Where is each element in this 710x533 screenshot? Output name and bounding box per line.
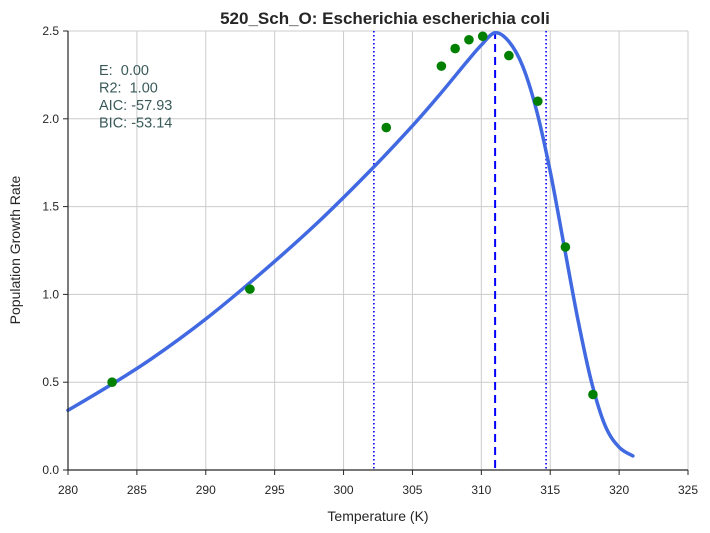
fit-curve: [66, 30, 635, 458]
y-tick-label: 0.5: [42, 375, 59, 389]
x-tick-label: 305: [402, 483, 422, 497]
data-point: [477, 31, 488, 42]
x-tick-label: 300: [334, 483, 354, 497]
y-tick-label: 0.0: [42, 463, 59, 477]
data-point: [464, 34, 474, 45]
y-tick-label: 2.0: [42, 112, 59, 126]
fit-stat-line: AIC: -57.93: [99, 98, 172, 114]
data-point: [533, 96, 543, 107]
x-axis-label: Temperature (K): [327, 508, 428, 524]
reference-lines: [373, 31, 547, 470]
axes: [63, 30, 689, 475]
chart-title: 520_Sch_O: Escherichia escherichia coli: [220, 9, 550, 28]
x-tick-label: 310: [471, 483, 491, 497]
data-point: [588, 389, 598, 400]
fit-curve-layer: [66, 30, 635, 458]
data-point: [450, 43, 460, 54]
data-point: [560, 242, 571, 252]
x-tick-label: 280: [58, 483, 78, 497]
y-tick-label: 2.5: [42, 24, 59, 38]
data-point: [381, 122, 392, 133]
y-axis-label: Population Growth Rate: [7, 175, 23, 324]
tick-labels: 280 285 290 295 300 305 310 315 320 325 0.0 0.5 1.0 1…: [42, 24, 698, 497]
grid: [68, 30, 689, 470]
data-point: [245, 284, 255, 294]
fit-stat-line: E: 0.00: [99, 63, 149, 79]
data-point: [436, 61, 447, 71]
y-tick-label: 1.5: [42, 200, 59, 214]
data-point: [107, 377, 117, 388]
x-tick-label: 325: [678, 483, 698, 497]
x-tick-label: 285: [127, 483, 147, 497]
x-tick-label: 320: [609, 483, 629, 497]
x-tick-label: 315: [540, 483, 560, 497]
fit-stat-line: BIC: -53.14: [99, 116, 172, 132]
y-tick-label: 1.0: [42, 287, 59, 301]
data-point: [504, 50, 514, 61]
x-tick-label: 290: [196, 483, 216, 497]
x-tick-label: 295: [265, 483, 285, 497]
data-points: [107, 31, 598, 400]
fit-stat-line: R2: 1.00: [99, 81, 158, 97]
